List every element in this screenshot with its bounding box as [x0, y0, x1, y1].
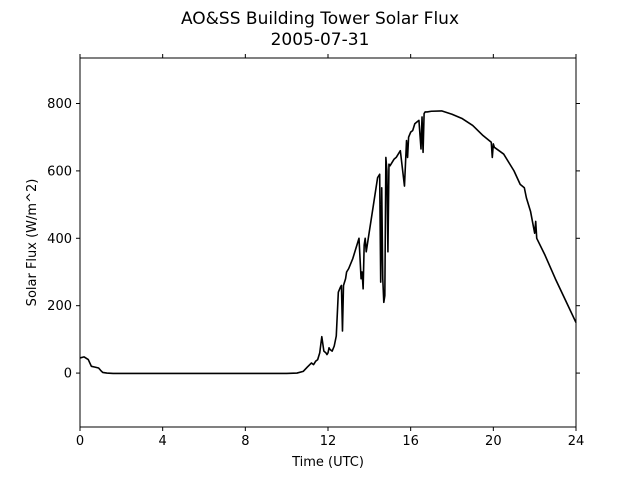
y-tick-label: 400: [47, 232, 72, 247]
axis-tick-labels: 0 4 8 12 16 20 24 0 200 400 600 800: [47, 97, 584, 449]
x-tick-label: 8: [241, 434, 249, 449]
y-axis-label: Solar Flux (W/m^2): [25, 179, 40, 307]
x-tick-label: 4: [159, 434, 167, 449]
solar-flux-line: [79, 110, 577, 375]
plot-frame: [79, 57, 577, 428]
axis-ticks: [76, 54, 580, 431]
x-tick-label: 16: [402, 434, 419, 449]
x-tick-label: 12: [320, 434, 337, 449]
x-tick-label: 20: [485, 434, 502, 449]
chart-title: AO&SS Building Tower Solar Flux: [181, 9, 459, 29]
y-tick-label: 800: [47, 97, 72, 112]
chart-subtitle: 2005-07-31: [271, 30, 370, 50]
x-tick-label: 0: [76, 434, 84, 449]
x-axis-label: Time (UTC): [291, 455, 364, 470]
y-tick-label: 0: [64, 367, 72, 382]
y-tick-label: 600: [47, 164, 72, 179]
y-tick-label: 200: [47, 299, 72, 314]
x-tick-label: 24: [568, 434, 585, 449]
